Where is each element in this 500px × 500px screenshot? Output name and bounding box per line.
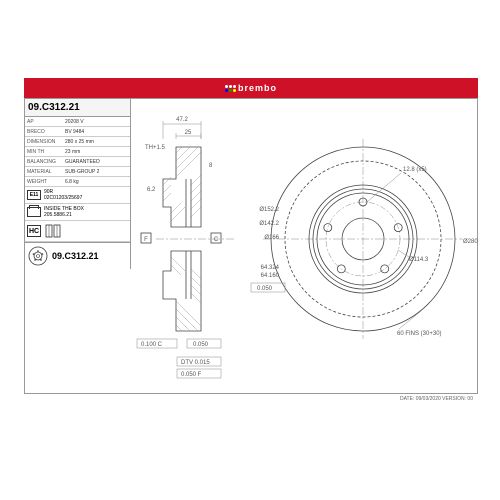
dim-d1: Ø152.2 — [259, 207, 279, 213]
tol-1: 0.100 C — [141, 342, 163, 348]
drawing-sheet: 09.C312.21 AP20208 V BRECOBV 9484 DIMENS… — [24, 98, 478, 394]
spec-value: SUB-GROUP 2 — [63, 168, 101, 176]
tol-3: DTV 0.015 — [181, 360, 210, 366]
dim-th-tol: TH+1.5 — [145, 145, 166, 151]
logo-dots-icon — [225, 85, 236, 92]
hc-icon: HC — [27, 225, 41, 237]
cert-line: 02C01203/25697 — [44, 195, 82, 201]
spec-value: 280 x 25 mm — [63, 138, 96, 146]
part-number-title: 09.C312.21 — [25, 99, 130, 117]
spec-value: 6.8 kg — [63, 178, 81, 186]
dim-d4: Ø280 — [463, 239, 478, 245]
brand-header: brembo — [24, 78, 478, 98]
date-version: DATE: 09/03/2020 VERSION: 00 — [25, 395, 477, 403]
spec-label: DIMENSION — [25, 138, 63, 146]
spec-label: MATERIAL — [25, 168, 63, 176]
dim-bolt: 12.8 (x5) — [403, 167, 427, 173]
tol-2: 0.050 — [193, 342, 209, 348]
dim-offset: 8 — [209, 163, 213, 169]
spec-label: MIN TH — [25, 148, 63, 156]
dim-d2: Ø142.2 — [259, 221, 279, 227]
box-value: 205.5886.21 — [44, 212, 84, 218]
dim-hub2: 64.160 — [261, 273, 280, 279]
footer-part-row: 09.C312.21 — [25, 242, 130, 269]
footer-part-number: 09.C312.21 — [52, 251, 99, 261]
spec-value: BV 9484 — [63, 128, 86, 136]
box-contents-row: INSIDE THE BOX 205.5886.21 — [25, 204, 130, 221]
spec-label: BRECO — [25, 128, 63, 136]
spec-label: AP — [25, 118, 63, 126]
datum-f: F — [144, 237, 148, 243]
spec-value: GUARANTEED — [63, 158, 102, 166]
technical-drawing: 47.2 25 TH+1.5 8 6.2 F C 0.100 C 0.050 D… — [133, 99, 477, 393]
tol-4: 0.050 F — [181, 372, 202, 378]
hc-row: HC — [25, 221, 130, 242]
dim-width: 47.2 — [176, 117, 188, 123]
drawing-svg: 47.2 25 TH+1.5 8 6.2 F C 0.100 C 0.050 D… — [133, 99, 479, 393]
box-icon — [27, 207, 41, 217]
e-mark-icon: E11 — [27, 190, 41, 200]
dim-hub1: 64.324 — [261, 265, 280, 271]
dim-d3: Ø166 — [264, 235, 279, 241]
fins-note: 60 FINS (30+30) — [397, 331, 442, 337]
dim-pcd: Ø114.3 — [409, 257, 429, 263]
spec-value: 20208 V — [63, 118, 86, 126]
datum-c: C — [214, 237, 219, 243]
dim-thick: 25 — [185, 130, 192, 136]
tol-front: 0.050 — [257, 286, 273, 292]
certification-row: E11 90R 02C01203/25697 — [25, 187, 130, 204]
specification-panel: 09.C312.21 AP20208 V BRECOBV 9484 DIMENS… — [25, 99, 131, 269]
spec-label: BALANCING — [25, 158, 63, 166]
disc-icon — [28, 246, 48, 266]
spec-value: 23 mm — [63, 148, 82, 156]
spec-label: WEIGHT — [25, 178, 63, 186]
brand-logo: brembo — [225, 83, 277, 93]
vented-disc-icon — [44, 223, 68, 239]
brand-name: brembo — [238, 83, 277, 93]
dim-flange: 6.2 — [147, 187, 156, 193]
